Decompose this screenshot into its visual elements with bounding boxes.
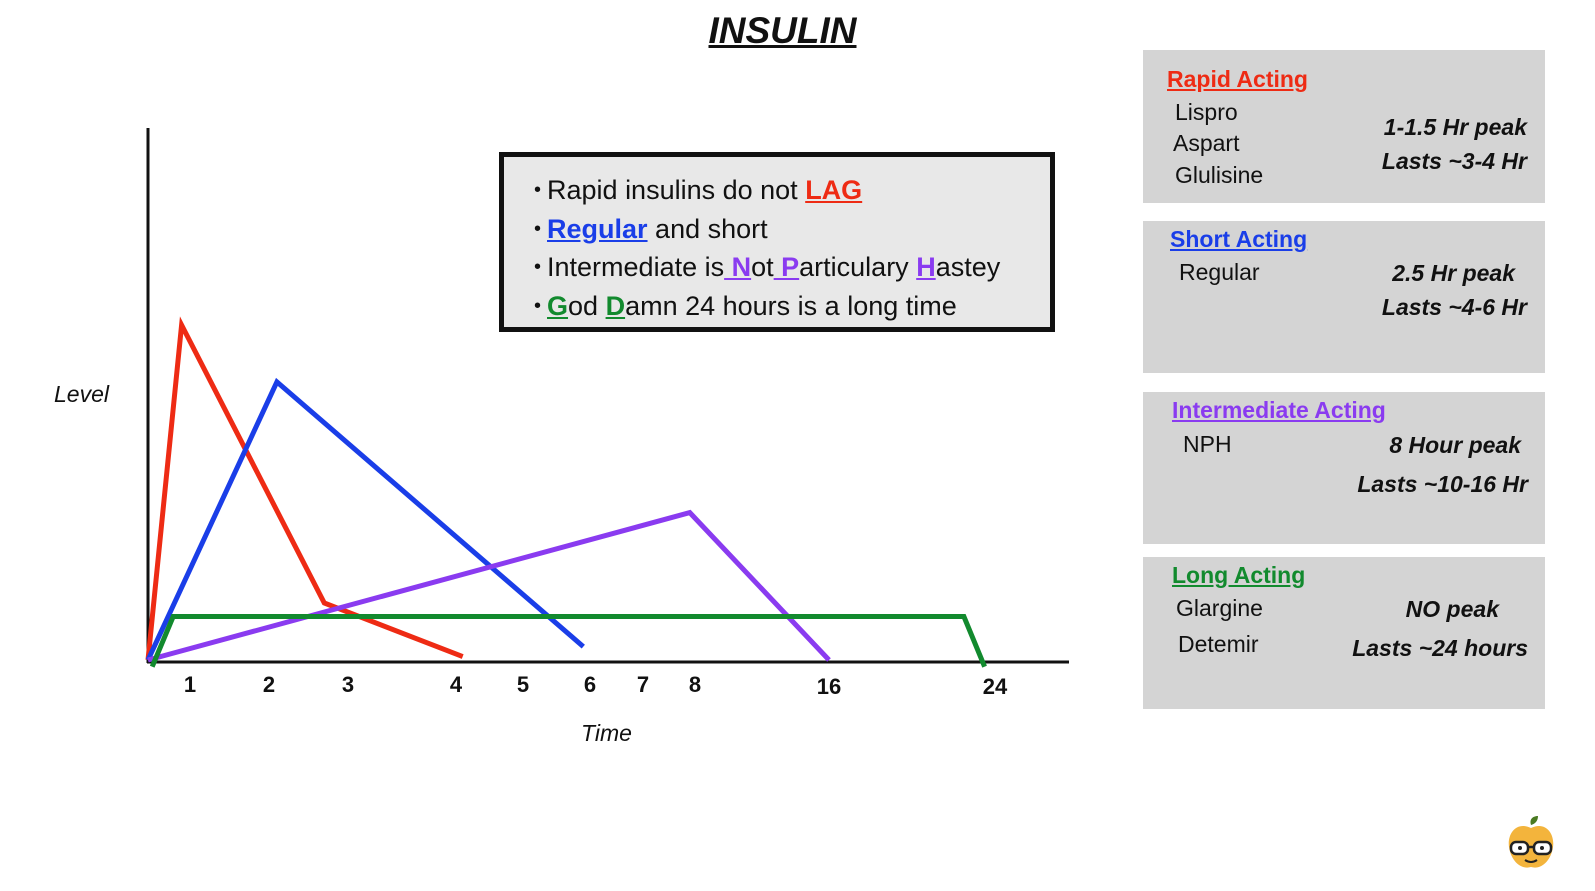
mnemonic-text: astey	[935, 252, 1001, 282]
drug-name: Glargine	[1176, 595, 1263, 621]
series-line-1	[145, 377, 585, 662]
y-axis-label: Level	[54, 381, 109, 407]
panel-title: Long Acting	[1172, 562, 1306, 588]
mnemonic-text: od	[568, 290, 606, 321]
mnemonic-line: • Intermediate is Not Particulary Hastey	[534, 250, 1050, 289]
mnemonic-text: and short	[647, 213, 768, 244]
mnemonic-highlight: H	[916, 252, 936, 282]
x-axis-label: Time	[581, 720, 632, 746]
drug-name: Detemir	[1178, 631, 1259, 657]
mnemonic-text: ot	[751, 252, 774, 282]
panel-short-acting: Short Acting Regular 2.5 Hr peak Lasts ~…	[1143, 221, 1545, 373]
series-line-3	[149, 614, 987, 668]
x-tick-label: 8	[689, 672, 701, 697]
x-tick-label: 6	[584, 672, 596, 697]
series-line-2	[147, 509, 831, 663]
bullet: •	[534, 294, 542, 317]
drug-name: Aspart	[1173, 130, 1240, 156]
mnemonic-text: Intermediate is	[547, 252, 725, 282]
x-tick-label: 24	[983, 674, 1008, 699]
duration-text: Lasts ~3-4 Hr	[1381, 148, 1527, 174]
x-tick-label: 2	[263, 672, 275, 697]
panel-long-acting: Long Acting Glargine Detemir NO peak Las…	[1143, 557, 1545, 709]
x-tick-label: 1	[184, 672, 196, 697]
mnemonic-highlight: Regular	[547, 213, 648, 244]
panel-rapid-acting: Rapid Acting Lispro Aspart Glulisine 1-1…	[1143, 50, 1545, 203]
bullet: •	[534, 256, 542, 278]
peak-text: 8 Hour peak	[1389, 432, 1521, 458]
panel-title: Intermediate Acting	[1172, 397, 1386, 423]
x-tick-label: 16	[817, 674, 841, 699]
duration-text: Lasts ~4-6 Hr	[1381, 294, 1527, 320]
series-layer	[145, 316, 987, 668]
apple-with-glasses-icon	[1508, 816, 1554, 868]
x-tick-label: 4	[450, 672, 463, 697]
peak-text: 2.5 Hr peak	[1392, 260, 1515, 286]
bullet: •	[534, 179, 542, 201]
drug-name: Lispro	[1175, 99, 1238, 125]
panel-intermediate-acting: Intermediate Acting NPH 8 Hour peak Last…	[1143, 392, 1545, 544]
mnemonic-text: amn 24 hours is a long time	[625, 290, 957, 321]
x-tick-label: 5	[517, 672, 529, 697]
panel-title: Short Acting	[1170, 226, 1308, 252]
mnemonic-line: • Rapid insulins do not LAG	[534, 173, 1050, 212]
peak-text: 1-1.5 Hr peak	[1383, 114, 1527, 140]
x-tick-label: 7	[637, 672, 649, 697]
tick-layer: 1 2 3 4 5 6 7 8 16 24	[184, 672, 1008, 699]
drug-name: Regular	[1179, 259, 1260, 285]
mnemonic-highlight: LAG	[805, 175, 863, 205]
mnemonic-highlight: G	[547, 290, 569, 321]
bullet: •	[534, 217, 542, 240]
mnemonic-text: Rapid insulins do not	[547, 175, 806, 205]
insulin-chart: 1 2 3 4 5 6 7 8 16 24	[145, 128, 1069, 699]
mnemonic-highlight: N	[724, 252, 752, 282]
mnemonic-box: • Rapid insulins do not LAG • Regular and s…	[499, 152, 1055, 332]
x-tick-label: 3	[342, 672, 354, 697]
peak-text: NO peak	[1405, 596, 1499, 622]
drug-name: Glulisine	[1175, 162, 1264, 188]
panel-title: Rapid Acting	[1167, 66, 1308, 92]
mnemonic-highlight: D	[605, 290, 626, 321]
mnemonic-line: • God Damn 24 hours is a long time	[534, 289, 1050, 328]
mnemonic-text: articulary	[799, 252, 917, 282]
mnemonic-line: • Regular and short	[534, 212, 1050, 251]
series-line-0	[145, 316, 464, 661]
drug-name: NPH	[1183, 431, 1232, 457]
page-title: INSULIN	[708, 10, 857, 51]
duration-text: Lasts ~10-16 Hr	[1357, 471, 1528, 497]
duration-text: Lasts ~24 hours	[1352, 635, 1528, 661]
mnemonic-highlight: P	[773, 252, 800, 282]
